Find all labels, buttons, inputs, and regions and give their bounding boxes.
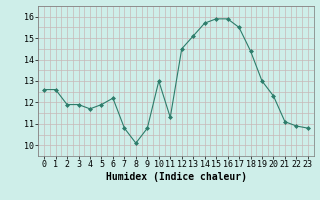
X-axis label: Humidex (Indice chaleur): Humidex (Indice chaleur) — [106, 172, 246, 182]
